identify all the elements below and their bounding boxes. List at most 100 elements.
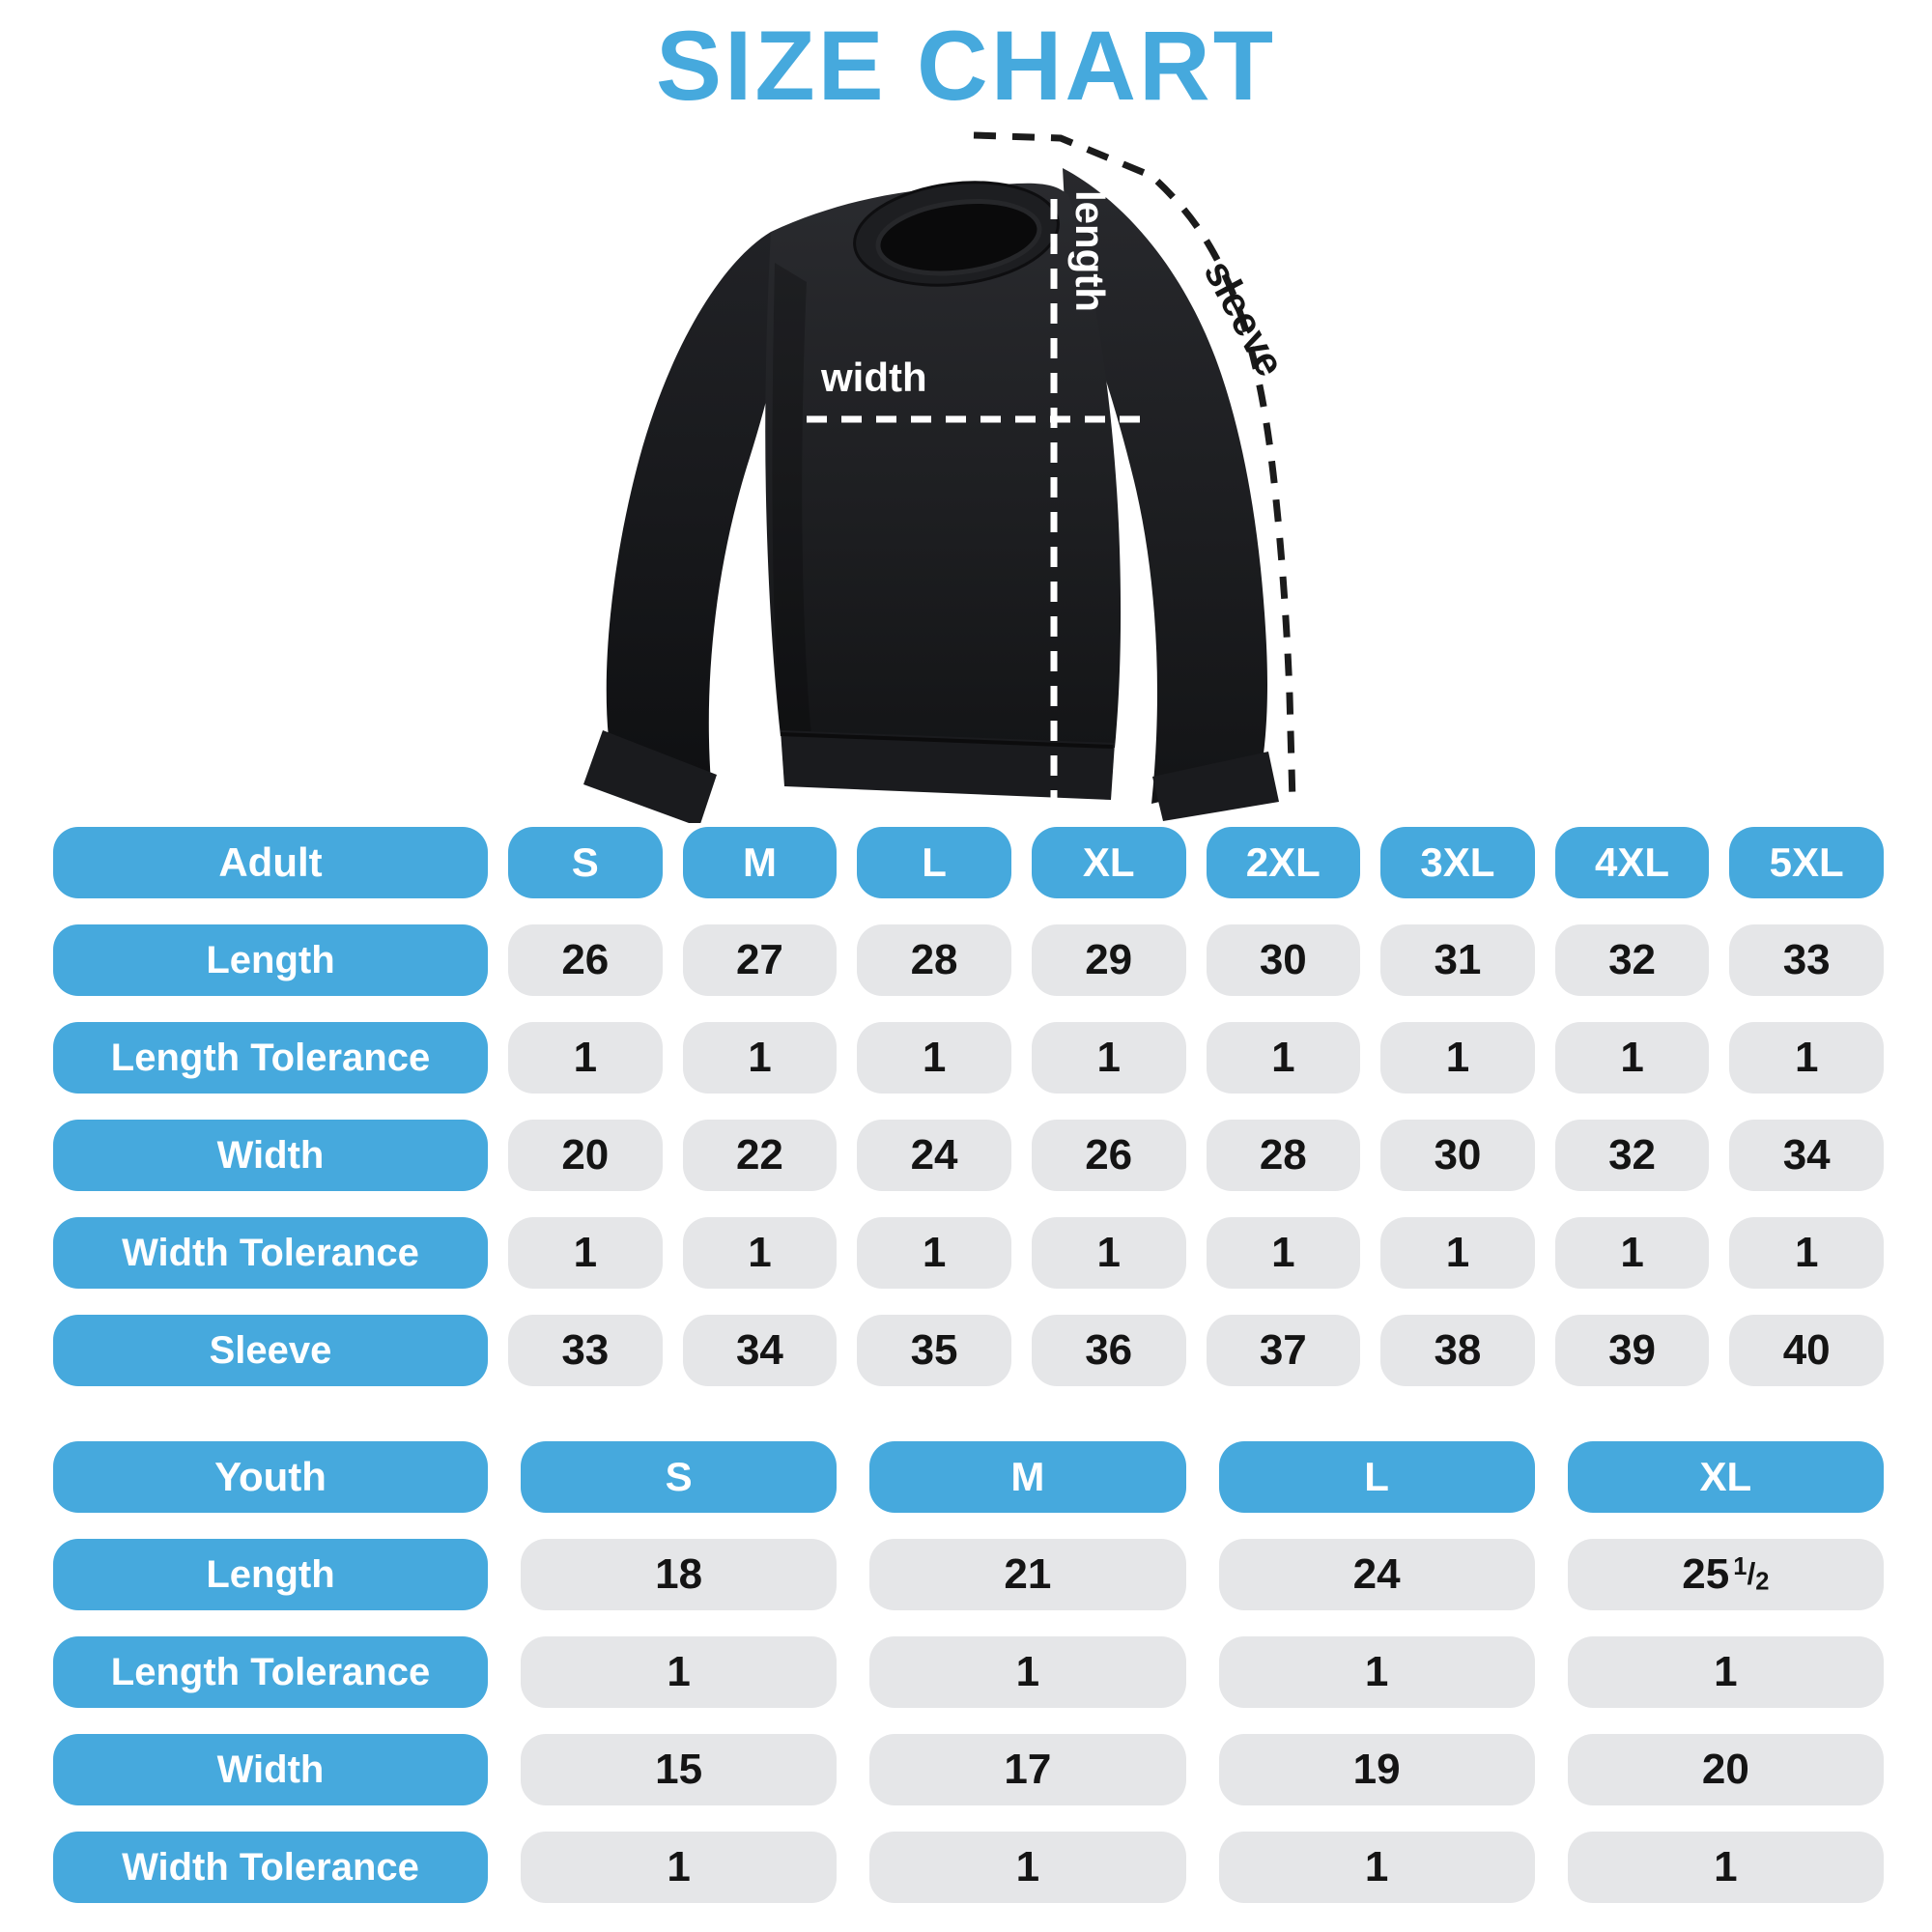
- size-table-header-row: Youth S M L XL: [53, 1441, 1884, 1513]
- value-cell: 1: [1218, 1832, 1535, 1903]
- row-label-cell: Length Tolerance: [53, 1636, 488, 1708]
- value-cell: 1: [1567, 1636, 1884, 1708]
- value-cell: 28: [857, 924, 1011, 996]
- page-title: SIZE CHART: [656, 11, 1276, 121]
- value-cell: 22: [682, 1120, 838, 1191]
- value-cell: 36: [1031, 1315, 1186, 1386]
- value-cell: 21: [869, 1539, 1186, 1610]
- value-cell: 30: [1380, 1120, 1535, 1191]
- sweatshirt-collar: [853, 181, 1060, 287]
- value-cell: 19: [1218, 1734, 1535, 1805]
- size-column-header: S: [521, 1441, 838, 1513]
- size-column-header: XL: [1031, 827, 1186, 898]
- value-cell: 39: [1554, 1315, 1710, 1386]
- size-column-header: XL: [1567, 1441, 1884, 1513]
- size-column-header: 2XL: [1206, 827, 1361, 898]
- value-cell: 30: [1206, 924, 1361, 996]
- value-cell: 1: [682, 1022, 838, 1094]
- value-cell: 1: [1031, 1022, 1186, 1094]
- value-cell: 1: [857, 1022, 1011, 1094]
- value-cell: 24: [857, 1120, 1011, 1191]
- size-column-header: M: [682, 827, 838, 898]
- sweatshirt-body: [765, 183, 1122, 748]
- sleeve-measure-line: [973, 131, 1296, 803]
- size-table-row: Length Tolerance 1 1 1 1 1 1 1 1: [53, 1022, 1884, 1094]
- sweatshirt-left-cuff: [583, 730, 717, 823]
- value-cell: 1: [857, 1217, 1011, 1289]
- size-column-header: S: [508, 827, 663, 898]
- size-table-row: Length 18 21 24 25 1/2: [53, 1539, 1884, 1610]
- youth-size-table: Youth S M L XL Length 18 21 24 25 1/2 Length Tolera…: [53, 1441, 1884, 1903]
- value-cell: 28: [1206, 1120, 1361, 1191]
- value-cell: 17: [869, 1734, 1186, 1805]
- value-cell: 1: [869, 1636, 1186, 1708]
- value-cell: 26: [508, 924, 663, 996]
- size-table-row: Length Tolerance 1 1 1 1: [53, 1636, 1884, 1708]
- value-cell: 25 1/2: [1567, 1539, 1884, 1610]
- size-table-row: Width 15 17 19 20: [53, 1734, 1884, 1805]
- value-cell: 34: [682, 1315, 838, 1386]
- value-cell: 1: [1554, 1022, 1710, 1094]
- sweatshirt-right-sleeve: [1063, 168, 1267, 804]
- sweatshirt-measurement-diagram: width length sleeve: [522, 108, 1352, 823]
- value-cell: 32: [1554, 1120, 1710, 1191]
- value-cell: 26: [1031, 1120, 1186, 1191]
- value-cell: 1: [682, 1217, 838, 1289]
- value-cell: 31: [1380, 924, 1535, 996]
- table-title-cell: Youth: [53, 1441, 488, 1513]
- value-cell: 29: [1031, 924, 1186, 996]
- size-table-row: Width Tolerance 1 1 1 1: [53, 1832, 1884, 1903]
- value-cell: 1: [521, 1636, 838, 1708]
- size-column-header: L: [1218, 1441, 1535, 1513]
- value-cell: 20: [508, 1120, 663, 1191]
- sweatshirt-right-cuff: [1152, 752, 1279, 821]
- value-cell: 1: [1218, 1636, 1535, 1708]
- value-cell: 24: [1218, 1539, 1535, 1610]
- value-cell: 33: [508, 1315, 663, 1386]
- value-cell: 18: [521, 1539, 838, 1610]
- adult-size-table: Adult S M L XL 2XL 3XL 4XL 5XL Length 26 27 28 29 30 31…: [53, 827, 1884, 1386]
- value-cell: 37: [1206, 1315, 1361, 1386]
- value-cell: 33: [1729, 924, 1884, 996]
- value-cell: 32: [1554, 924, 1710, 996]
- table-title-cell: Adult: [53, 827, 488, 898]
- value-cell: 38: [1380, 1315, 1535, 1386]
- value-cell: 35: [857, 1315, 1011, 1386]
- value-cell: 1: [1380, 1217, 1535, 1289]
- size-table-row: Width 20 22 24 26 28 30 32 34: [53, 1120, 1884, 1191]
- value-cell: 1: [508, 1022, 663, 1094]
- sweatshirt-hem-band: [781, 730, 1115, 800]
- value-cell: 27: [682, 924, 838, 996]
- row-label-cell: Width: [53, 1120, 488, 1191]
- sweatshirt-shading: [772, 263, 811, 736]
- row-label-cell: Length Tolerance: [53, 1022, 488, 1094]
- row-label-cell: Length: [53, 1539, 488, 1610]
- row-label-cell: Width Tolerance: [53, 1217, 488, 1289]
- size-table-row: Width Tolerance 1 1 1 1 1 1 1 1: [53, 1217, 1884, 1289]
- value-cell: 1: [869, 1832, 1186, 1903]
- size-table-row: Length 26 27 28 29 30 31 32 33: [53, 924, 1884, 996]
- value-cell: 34: [1729, 1120, 1884, 1191]
- size-table-row: Sleeve 33 34 35 36 37 38 39 40: [53, 1315, 1884, 1386]
- sweatshirt-illustration: [583, 131, 1296, 823]
- row-label-cell: Length: [53, 924, 488, 996]
- width-measure-label: width: [821, 355, 927, 400]
- value-cell: 1: [1206, 1022, 1361, 1094]
- value-cell: 40: [1729, 1315, 1884, 1386]
- size-column-header: 3XL: [1380, 827, 1535, 898]
- value-cell: 20: [1567, 1734, 1884, 1805]
- size-column-header: M: [869, 1441, 1186, 1513]
- value-cell: 1: [1380, 1022, 1535, 1094]
- row-label-cell: Width: [53, 1734, 488, 1805]
- value-cell: 1: [508, 1217, 663, 1289]
- row-label-cell: Sleeve: [53, 1315, 488, 1386]
- value-cell: 1: [1554, 1217, 1710, 1289]
- value-cell: 1: [1031, 1217, 1186, 1289]
- size-table-header-row: Adult S M L XL 2XL 3XL 4XL 5XL: [53, 827, 1884, 898]
- value-cell: 1: [1729, 1217, 1884, 1289]
- value-cell: 1: [1567, 1832, 1884, 1903]
- sweatshirt-hem-seam: [780, 732, 1114, 749]
- size-column-header: L: [857, 827, 1011, 898]
- value-cell: 1: [521, 1832, 838, 1903]
- size-column-header: 4XL: [1554, 827, 1710, 898]
